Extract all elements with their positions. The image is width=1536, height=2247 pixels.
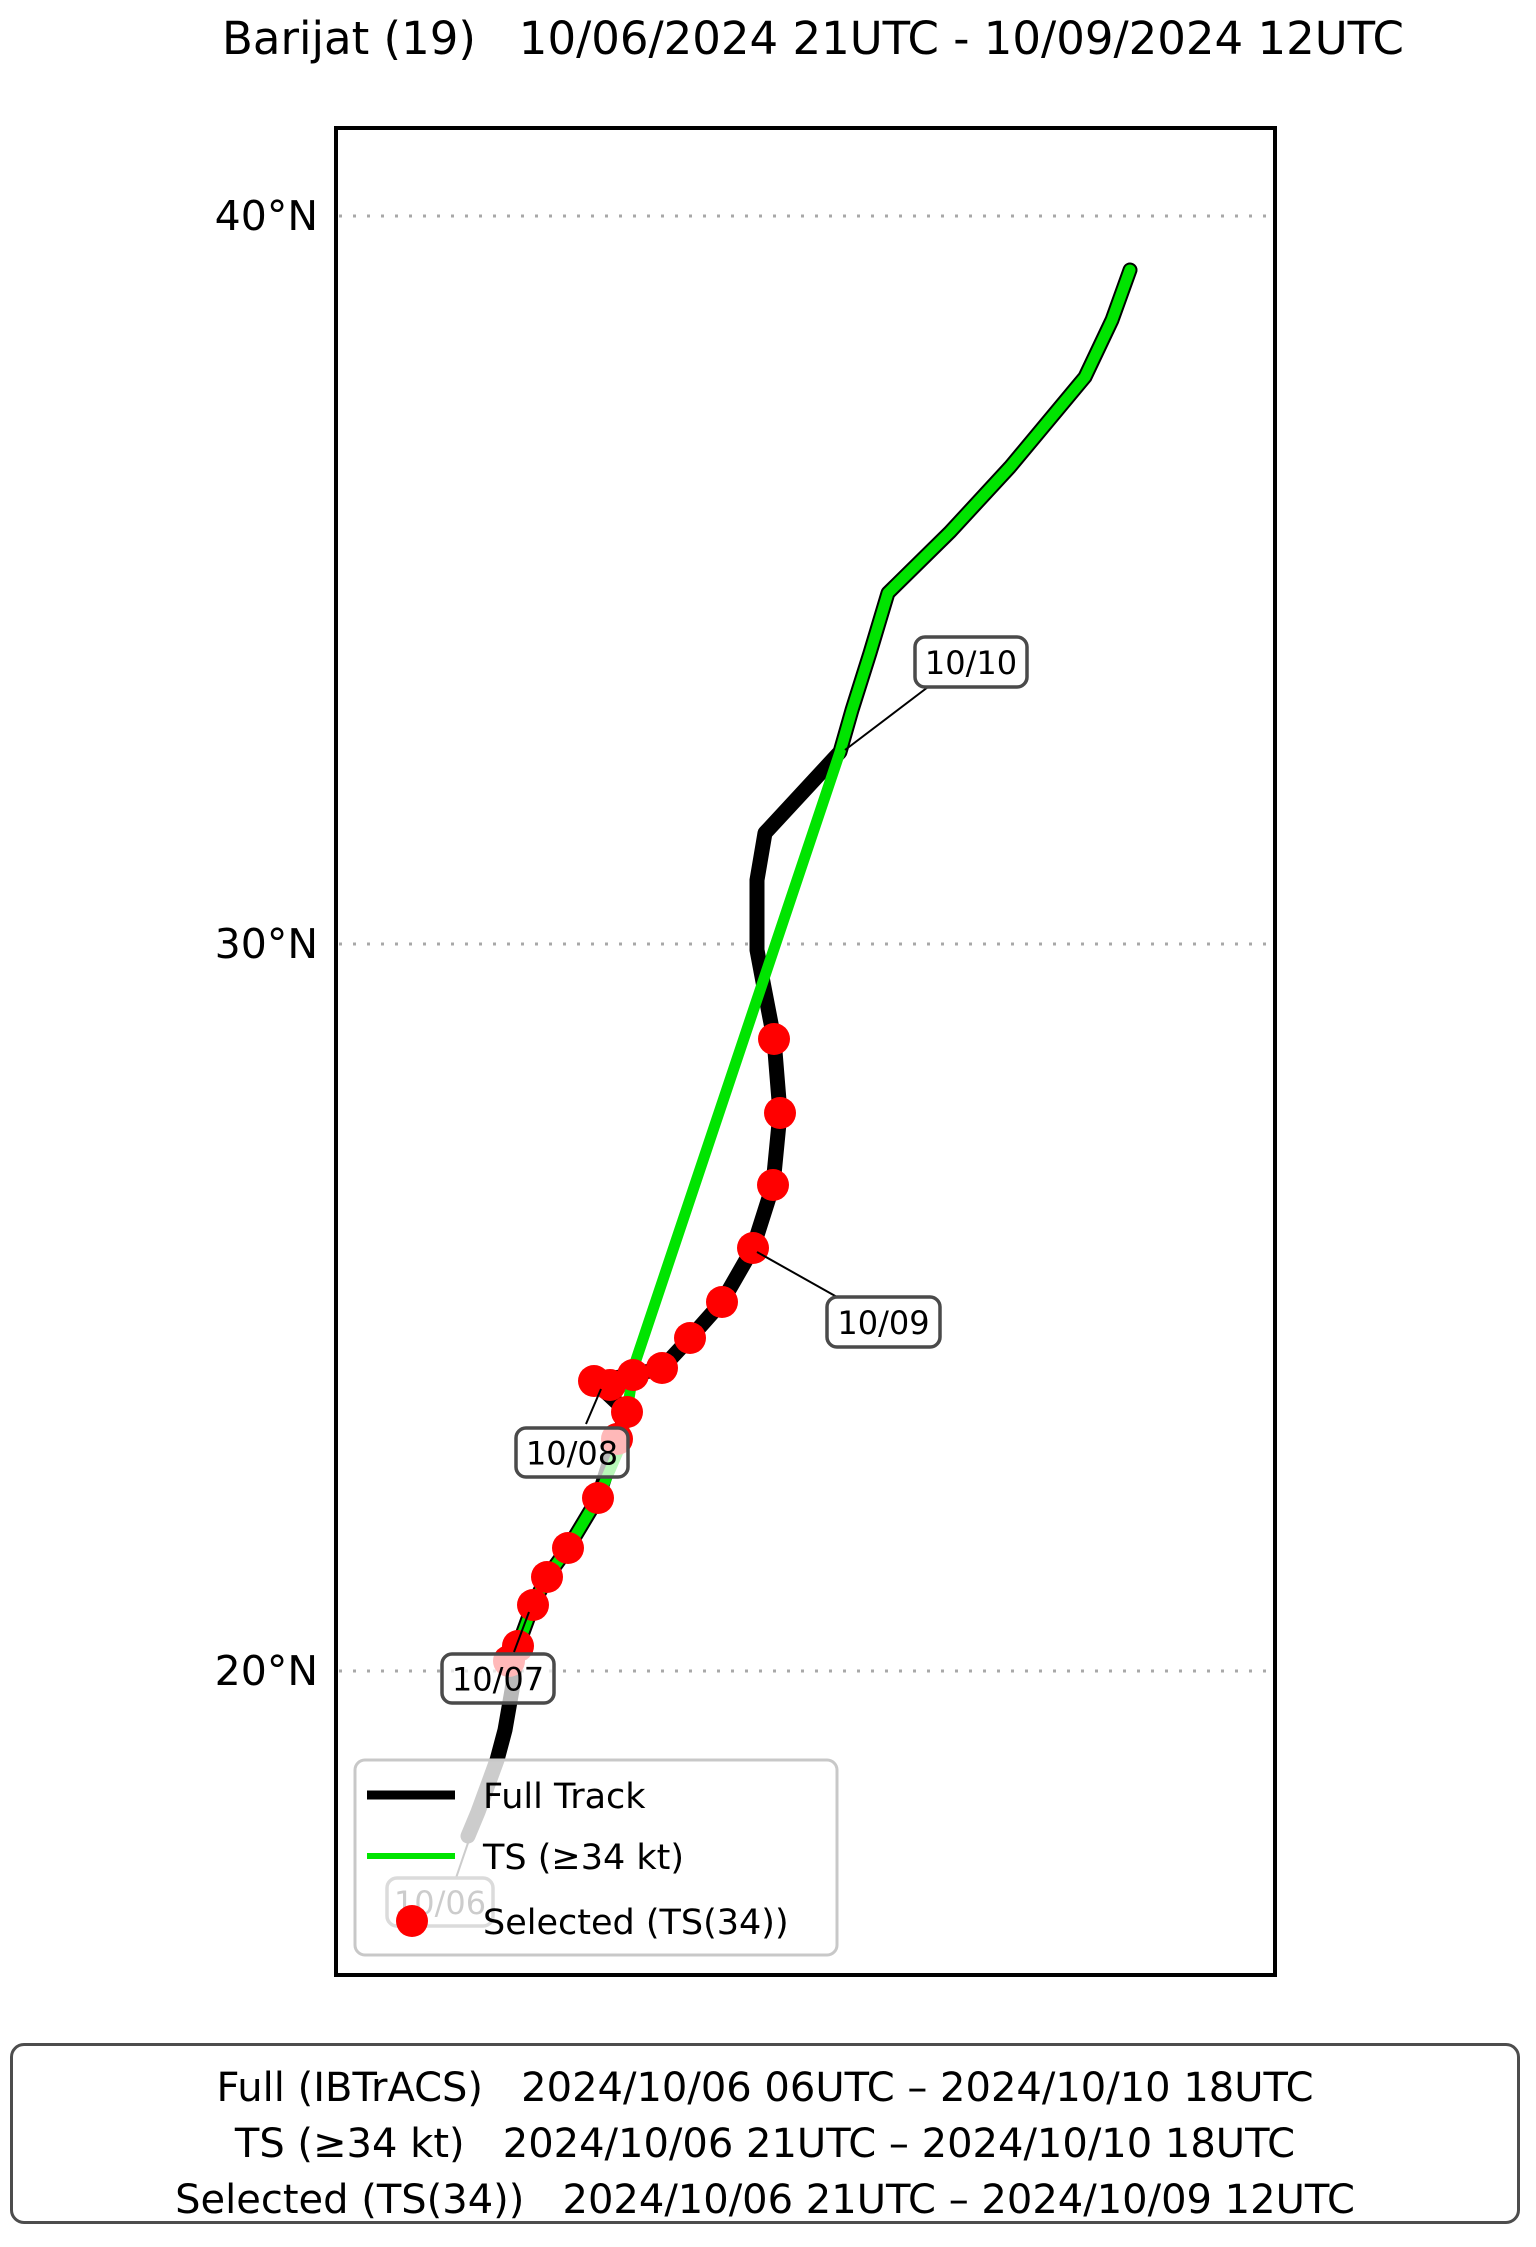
legend-label-full-track: Full Track xyxy=(483,1777,646,1817)
annotation-leader-10-09 xyxy=(756,1251,838,1298)
annotation-box-10-09 xyxy=(825,1295,942,1349)
annotation-label-10-10: 10/10 xyxy=(925,644,1017,682)
annotation-box-10-07 xyxy=(440,1652,556,1705)
annotation-leader-10-10 xyxy=(844,686,929,751)
selected-point xyxy=(611,1396,643,1428)
annotation-label-10-09: 10/09 xyxy=(837,1304,929,1342)
selected-point xyxy=(706,1286,738,1318)
ytick-label-30n: 30°N xyxy=(215,920,318,968)
annotation-box-10-08 xyxy=(514,1426,630,1479)
selected-point xyxy=(757,1169,789,1201)
selected-point xyxy=(617,1359,649,1391)
axis-border xyxy=(334,126,1277,1977)
annotation-label-10-07: 10/07 xyxy=(452,1661,544,1699)
selected-point xyxy=(646,1352,678,1384)
info-line-ts: TS (≥34 kt) 2024/10/06 21UTC – 2024/10/1… xyxy=(234,2121,1296,2167)
info-line-selected: Selected (TS(34)) 2024/10/06 21UTC – 202… xyxy=(175,2177,1355,2223)
legend-label-selected: Selected (TS(34)) xyxy=(483,1903,789,1943)
legend: Full Track TS (≥34 kt) Selected (TS(34)) xyxy=(353,1758,839,1957)
date-range-info-box: Full (IBTrACS) 2024/10/06 06UTC – 2024/1… xyxy=(10,2043,1520,2224)
track-line-full-track xyxy=(460,262,1138,1844)
ytick-label-20n: 20°N xyxy=(215,1647,318,1695)
annotation-leader-10-08 xyxy=(585,1388,602,1425)
legend-box xyxy=(353,1758,839,1957)
track-lines xyxy=(460,262,1138,1844)
selected-point xyxy=(674,1322,706,1354)
selected-point xyxy=(517,1589,549,1621)
selected-point xyxy=(764,1097,796,1129)
latitude-gridlines: 40°N 30°N 20°N xyxy=(215,192,1273,1695)
selected-point xyxy=(552,1532,584,1564)
selected-point xyxy=(582,1482,614,1514)
annotation-box-10-10 xyxy=(913,635,1029,689)
chart-title: Barijat (19) 10/06/2024 21UTC - 10/09/20… xyxy=(222,12,1404,65)
info-line-full: Full (IBTrACS) 2024/10/06 06UTC – 2024/1… xyxy=(216,2065,1314,2111)
selected-point xyxy=(531,1561,563,1593)
annotation-leader-10-07 xyxy=(513,1611,530,1653)
selected-point xyxy=(737,1232,769,1264)
selected-point xyxy=(758,1023,790,1055)
ytick-label-40n: 40°N xyxy=(215,192,318,240)
legend-label-ts: TS (≥34 kt) xyxy=(482,1838,684,1878)
annotation-label-10-08: 10/08 xyxy=(526,1435,618,1473)
legend-swatch-selected xyxy=(396,1905,428,1937)
